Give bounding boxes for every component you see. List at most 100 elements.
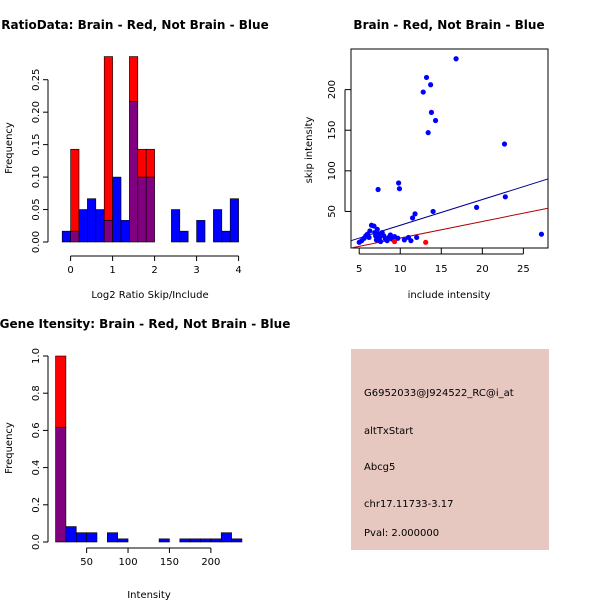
intensity-histogram-y-tick-label: 0.6 [31,422,42,438]
ratio-histogram-bar-not-brain [221,230,231,243]
ratio-histogram-bar-not-brain [213,209,223,243]
not-brain-point [401,237,407,243]
intensity-histogram-x-tick-label: 200 [201,557,220,568]
not-brain-point [430,208,436,215]
ratio-histogram-bar-brain [145,148,155,178]
not-brain-point [423,74,430,81]
ratio-histogram-bar-overlap [145,176,155,243]
ratio-histogram-bar-brain [70,148,80,232]
info-probe-id: G6952033@J924522_RC@i_at [364,388,514,399]
not-brain-point [395,235,401,241]
ratio-histogram-bar-not-brain [87,198,97,243]
scatter-x-tick-label: 20 [476,264,489,275]
scatter-xlabel: include intensity [408,290,491,301]
scatter-fit-lines [350,178,549,249]
intensity-histogram-bar-not-brain [220,532,232,543]
intensity-histogram-y-tick-label: 1.0 [31,348,42,364]
ratio-histogram-bar-brain [129,56,139,102]
intensity-histogram-bar-not-brain [158,538,170,543]
ratio-histogram-panel: RatioData: Brain - Red, Not Brain - Blue… [1,18,268,301]
intensity-histogram-bar-not-brain [65,526,77,543]
ratio-histogram-title: RatioData: Brain - Red, Not Brain - Blue [1,18,268,32]
ratio-histogram-ylabel: Frequency [4,122,15,174]
not-brain-point [428,82,434,88]
not-brain-point [453,56,459,62]
scatter-panel: Brain - Red, Not Brain - Blue include in… [304,18,549,301]
intensity-histogram-y-tick-label: 0.0 [31,534,42,550]
ratio-histogram-bar-not-brain [171,209,181,243]
intensity-histogram-x-tick-label: 50 [80,557,93,568]
ratio-histogram-y-tick-label: 0.25 [31,69,42,91]
not-brain-point [414,234,420,241]
ratio-histogram-y-tick-label: 0.20 [31,101,42,123]
ratio-histogram-x-tick-label: 2 [151,265,157,276]
ratio-histogram-y-tick-label: 0.05 [31,198,42,220]
intensity-histogram-bar-overlap [55,426,67,543]
ratio-histogram-bar-overlap [137,176,147,243]
not-brain-point [371,223,377,229]
not-brain-point [412,211,418,217]
intensity-histogram-bar-not-brain [231,538,243,543]
scatter-ylabel: skip intensity [304,117,315,184]
not-brain-point [374,226,380,232]
not-brain-point [425,130,431,136]
ratio-histogram-y-tick-label: 0.10 [31,166,42,188]
intensity-histogram-bar-brain [55,355,67,428]
ratio-histogram-bars [61,56,239,243]
scatter-y-tick-label: 150 [327,121,338,140]
scatter-y-tick-label: 200 [327,80,338,99]
not-brain-point [501,141,508,147]
ratio-histogram-bar-not-brain [78,209,88,243]
ratio-histogram-bar-brain [103,56,113,221]
scatter-x-tick-label: 25 [517,264,530,275]
intensity-histogram-bar-not-brain [86,532,98,543]
ratio-histogram-bar-not-brain [61,230,71,243]
not-brain-point [375,186,381,193]
scatter-x-tick-label: 10 [394,264,407,275]
intensity-histogram-y-tick-label: 0.4 [31,460,42,476]
intensity-histogram-bar-not-brain [107,532,118,543]
info-event-type: altTxStart [364,426,413,437]
ratio-histogram-bar-brain [137,148,147,178]
intensity-histogram-y-tick-label: 0.2 [31,497,42,513]
scatter-points [356,56,545,245]
brain-point [423,239,429,245]
intensity-histogram-panel: Gene Itensity: Brain - Red, Not Brain - … [0,317,290,600]
ratio-histogram-bar-not-brain [229,198,239,243]
intensity-histogram-y-tick-label: 0.8 [31,385,42,401]
not-brain-point [377,238,384,245]
intensity-histogram-bar-not-brain [200,538,212,543]
ratio-histogram-bar-not-brain [196,220,206,243]
info-location: chr17.11733-3.17 [364,499,454,510]
ratio-histogram-bar-not-brain [179,230,189,243]
not-brain-point [432,117,439,124]
intensity-histogram-bar-not-brain [117,538,129,543]
intensity-histogram-ylabel: Frequency [4,422,15,474]
scatter-y-tick-label: 100 [327,161,338,180]
scatter-y-tick-label: 50 [327,205,338,218]
brain-fit-line [350,207,549,249]
not-brain-point [420,89,426,95]
not-brain-point [366,234,372,241]
ratio-histogram-bar-overlap [129,101,139,243]
intensity-histogram-bar-not-brain [189,538,201,543]
ratio-histogram-x-tick-label: 0 [67,265,73,276]
scatter-title: Brain - Red, Not Brain - Blue [353,18,544,32]
not-brain-point [387,232,393,238]
intensity-histogram-bar-not-brain [75,532,87,543]
ratio-histogram-bar-overlap [70,230,80,243]
intensity-histogram-x-tick-label: 100 [118,557,137,568]
ratio-histogram-x-tick-label: 1 [109,265,115,276]
info-pval: Pval: 2.000000 [364,528,439,539]
scatter-axes: 5 10 15 20 25 50 100 150 200 [327,80,530,275]
ratio-histogram-y-tick-label: 0.00 [31,231,42,253]
ratio-histogram-axes: 0.00 0.05 0.10 0.15 0.20 0.25 0 1 2 3 4 [31,69,242,276]
ratio-histogram-x-tick-label: 3 [193,265,199,276]
intensity-histogram-x-tick-label: 150 [160,557,179,568]
not-brain-point [377,234,383,241]
ratio-histogram-bar-overlap [103,220,113,243]
not-brain-point [473,204,480,210]
brain-point [391,238,398,245]
intensity-histogram-axes: 0.0 0.2 0.4 0.6 0.8 1.0 50 100 150 200 [31,348,220,568]
